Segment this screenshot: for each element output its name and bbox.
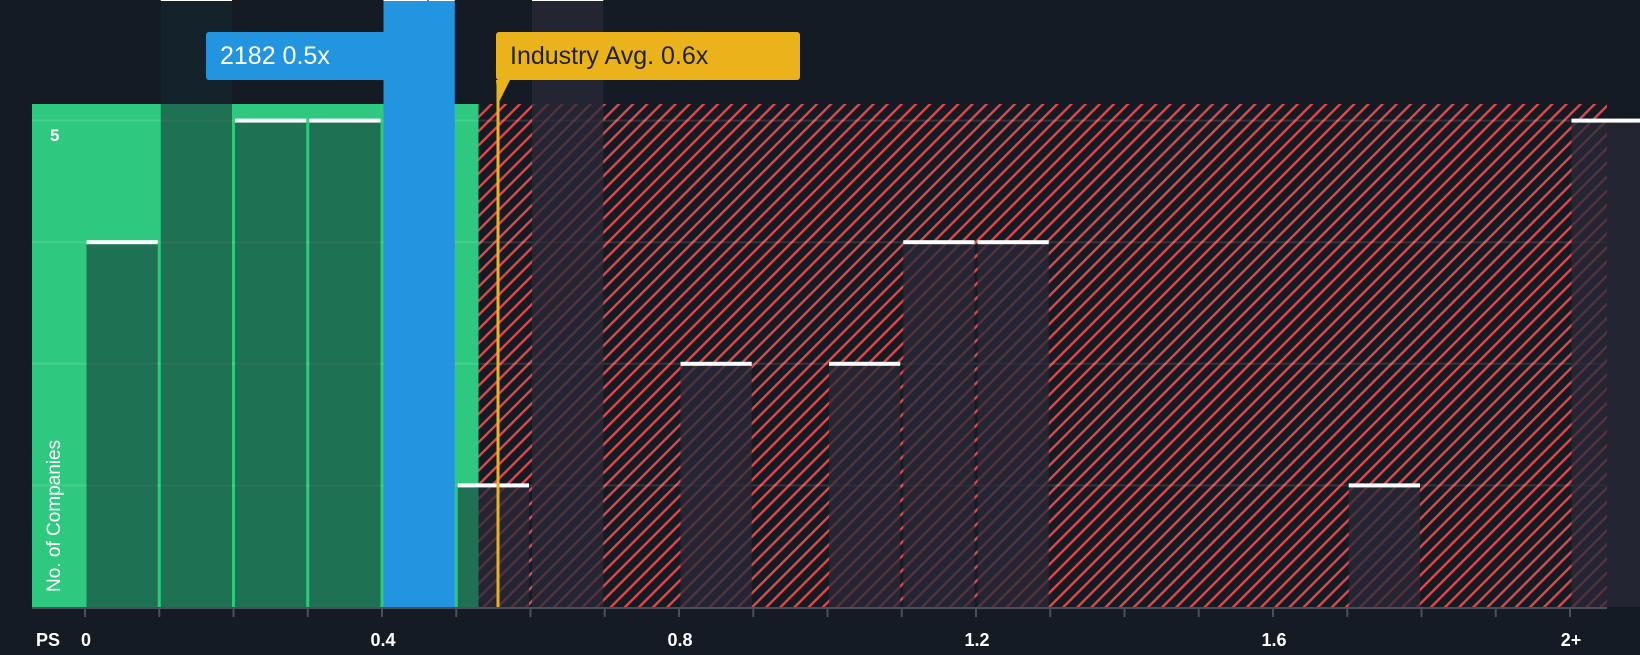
bar-cap	[1572, 119, 1640, 123]
bar-cap	[978, 240, 1049, 244]
x-tick-0: 0	[81, 630, 91, 651]
bar-cap	[87, 240, 158, 244]
bar	[235, 121, 306, 607]
bar	[532, 0, 603, 607]
industry-average-label: Industry Avg. 0.6x	[510, 42, 708, 70]
bar	[1349, 485, 1420, 607]
x-tick-0-4: 0.4	[370, 630, 395, 651]
bar	[458, 485, 479, 607]
bar-cap	[1349, 483, 1420, 487]
bar	[87, 242, 158, 607]
bar-cap	[458, 483, 529, 487]
bar	[1572, 121, 1640, 607]
bar-cap	[681, 362, 752, 366]
bar	[309, 121, 380, 607]
x-tick-2-plus: 2+	[1561, 630, 1582, 651]
bar-cap	[829, 362, 900, 366]
bar-cap	[235, 119, 306, 123]
bar-cap	[532, 0, 603, 1]
bar	[978, 242, 1049, 607]
y-axis-title: No. of Companies	[44, 440, 66, 592]
y-tick-5: 5	[50, 126, 59, 146]
bar-cap	[903, 240, 974, 244]
x-tick-0-8: 0.8	[667, 630, 692, 651]
company-callout-label: 2182 0.5x	[220, 42, 330, 70]
x-tick-1-2: 1.2	[964, 630, 989, 651]
bar-cap	[309, 119, 380, 123]
bar	[384, 0, 455, 607]
industry-average-callout: Industry Avg. 0.6x	[496, 32, 800, 80]
bar	[829, 364, 900, 607]
bar	[161, 0, 232, 607]
x-axis-title: PS	[36, 630, 60, 651]
bar	[681, 364, 752, 607]
bar-cap	[161, 0, 232, 1]
x-tick-1-6: 1.6	[1261, 630, 1286, 651]
company-callout: 2182 0.5x	[206, 32, 430, 80]
bar	[903, 242, 974, 607]
industry-callout-pointer	[496, 80, 510, 104]
bar-cap	[384, 0, 455, 1]
bar	[479, 485, 529, 607]
